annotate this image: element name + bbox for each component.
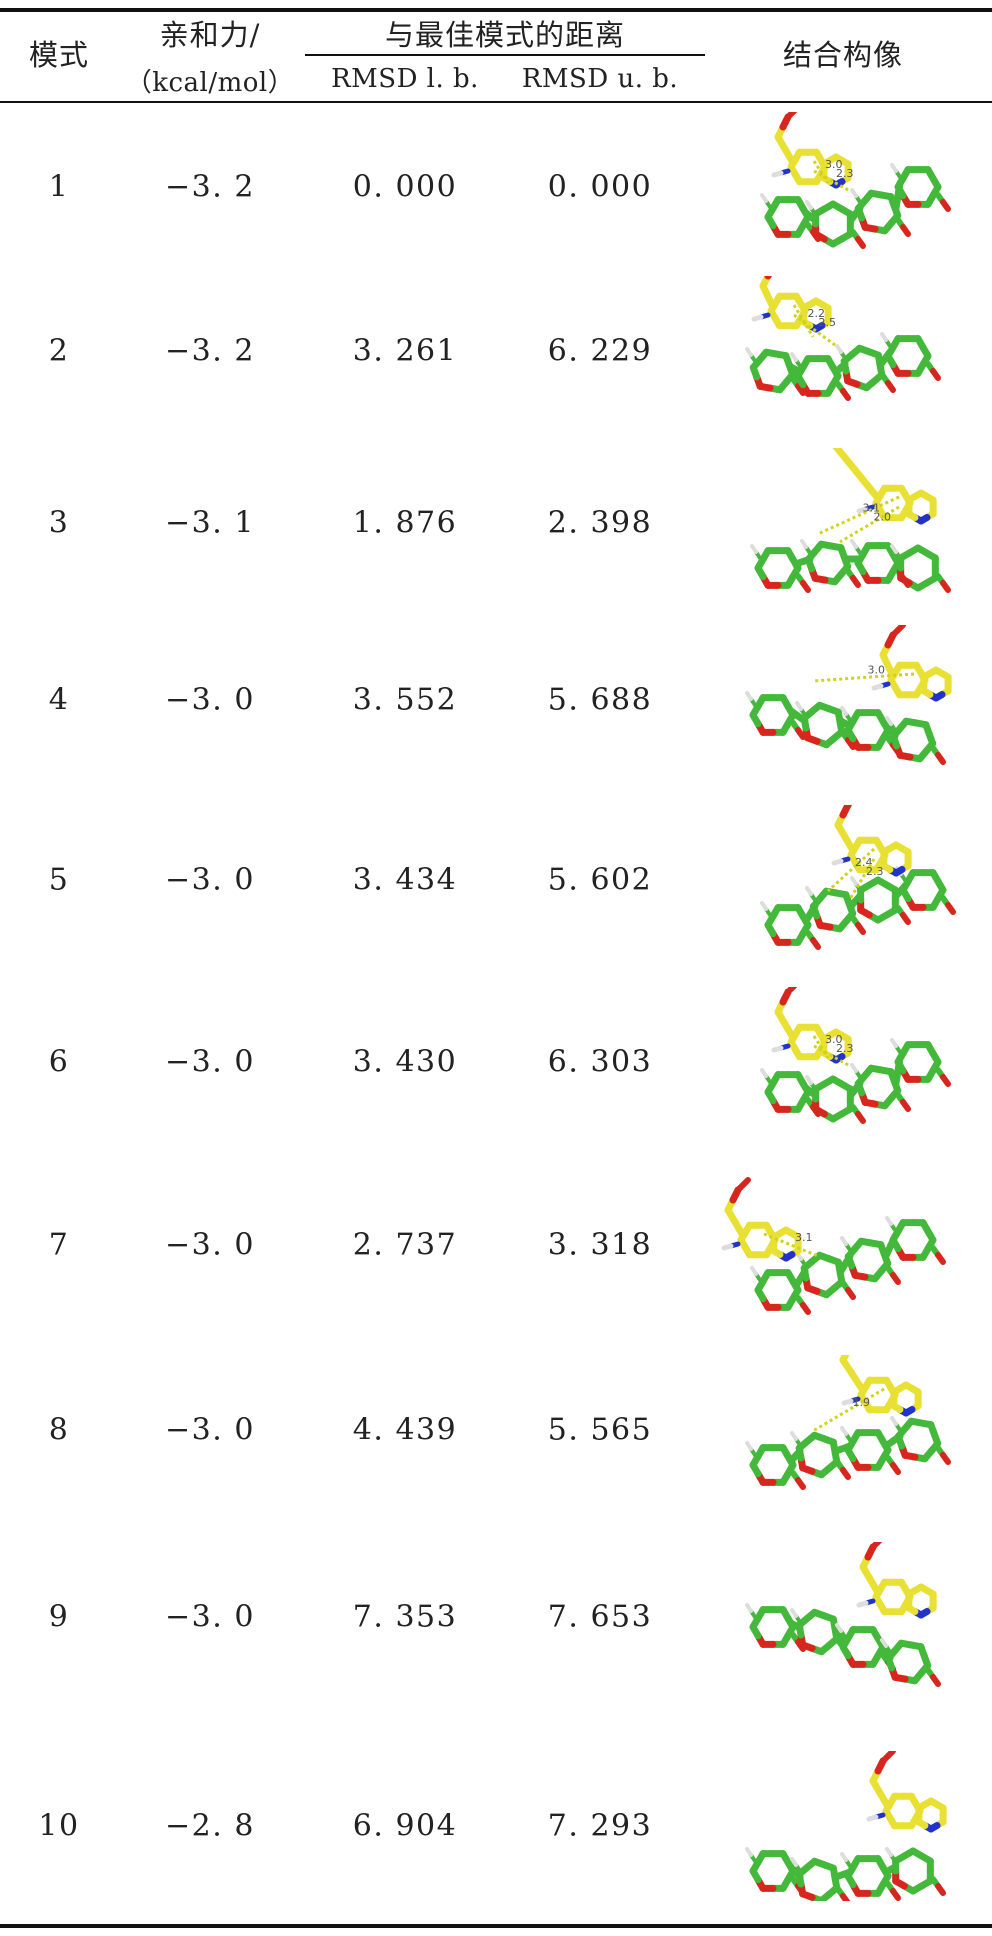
table-top-rule [0, 8, 992, 12]
cell-affinity: −2. 8 [165, 1808, 255, 1844]
header-rmsd-lb: RMSD l. b. [331, 64, 479, 94]
cell-affinity: −3. 0 [165, 1412, 255, 1448]
cell-rmsd-lb: 3. 261 [352, 333, 458, 369]
cell-rmsd-lb: 3. 430 [352, 1044, 458, 1080]
hbond-distance-label: 1.9 [853, 1396, 871, 1409]
cell-affinity: −3. 2 [165, 169, 255, 205]
hbond-distance-label: 2.3 [836, 167, 854, 180]
hbond-distance-label: 2.3 [836, 1042, 854, 1055]
binding-pose-image: 3.1 [718, 1170, 968, 1320]
cell-affinity: −3. 0 [165, 1044, 255, 1080]
cell-rmsd-lb: 1. 876 [352, 505, 458, 541]
cell-mode: 5 [48, 862, 70, 898]
cell-rmsd-ub: 3. 318 [547, 1227, 653, 1263]
table-row: 8 −3. 0 4. 439 5. 565 1.9 [0, 1350, 992, 1510]
binding-pose-image: 2.4 2.3 [718, 805, 968, 955]
molecule-render: 2.42.3 [760, 805, 956, 950]
hbond-distance-label: 3.1 [795, 1231, 813, 1244]
binding-pose-image: 3.0 [718, 625, 968, 775]
header-mode: 模式 [28, 38, 89, 72]
cell-affinity: −3. 0 [165, 1599, 255, 1635]
hbond-distance-label: 2.2 [808, 307, 826, 320]
binding-pose-image [718, 1542, 968, 1692]
molecule-render: 3.0 [745, 625, 952, 765]
binding-pose-image: 2.2 2.5 [718, 276, 968, 426]
table-row: 3 −3. 1 1. 876 2. 398 3.1 2.0 [0, 448, 992, 598]
cell-rmsd-ub: 5. 688 [547, 682, 653, 718]
cell-rmsd-ub: 2. 398 [547, 505, 653, 541]
hbond-distance-label: 2.0 [874, 511, 892, 524]
cell-mode: 2 [48, 333, 70, 369]
cell-rmsd-lb: 0. 000 [352, 169, 458, 205]
molecule-render: 1.9 [745, 1355, 951, 1490]
header-affinity-unit: （kcal/mol） [125, 68, 295, 98]
cell-affinity: −3. 0 [165, 1227, 255, 1263]
cell-rmsd-lb: 7. 353 [352, 1599, 458, 1635]
table-row: 2 −3. 2 3. 261 6. 229 2.2 2.5 [0, 276, 992, 426]
hbond-distance-label: 2.3 [866, 865, 884, 878]
table-row: 6 −3. 0 3. 430 6. 303 3.0 2.3 [0, 987, 992, 1137]
cell-affinity: −3. 1 [165, 505, 255, 541]
cell-mode: 8 [48, 1412, 70, 1448]
hbond-distance-label: 2.5 [819, 316, 837, 329]
cell-mode: 1 [48, 169, 70, 205]
cell-mode: 7 [48, 1227, 70, 1263]
table-header-rule [0, 101, 992, 103]
molecule-render: 2.22.5 [745, 276, 941, 401]
cell-affinity: −3. 2 [165, 333, 255, 369]
cell-rmsd-lb: 4. 439 [352, 1412, 458, 1448]
table-row: 9 −3. 0 7. 353 7. 653 [0, 1537, 992, 1697]
binding-pose-image: 1.9 [718, 1355, 968, 1505]
table-row: 5 −3. 0 3. 434 5. 602 2.4 2.3 [0, 805, 992, 955]
cell-rmsd-lb: 3. 552 [352, 682, 458, 718]
cell-rmsd-ub: 7. 653 [547, 1599, 653, 1635]
cell-rmsd-lb: 6. 904 [352, 1808, 458, 1844]
molecule-render [745, 1751, 947, 1901]
table-row: 4 −3. 0 3. 552 5. 688 3.0 [0, 620, 992, 780]
hbond-distance-label: 2.4 [855, 856, 873, 869]
table-row: 10 −2. 8 6. 904 7. 293 [0, 1726, 992, 1926]
cell-rmsd-ub: 0. 000 [547, 169, 653, 205]
hbond-distance-label: 3.0 [825, 158, 843, 171]
cell-mode: 4 [48, 682, 70, 718]
table-row: 1 −3. 2 0. 000 0. 000 3.0 2.3 [0, 112, 992, 262]
cell-affinity: −3. 0 [165, 862, 255, 898]
cell-rmsd-ub: 5. 565 [547, 1412, 653, 1448]
header-affinity: 亲和力/ [159, 18, 261, 52]
binding-pose-image: 3.0 2.3 [718, 112, 968, 262]
molecule-render: 3.12.0 [750, 448, 951, 593]
hbond-distance-label: 3.1 [863, 502, 881, 515]
cell-mode: 9 [48, 1599, 70, 1635]
molecule-render: 3.1 [721, 1177, 946, 1315]
molecule-render: 3.02.3 [760, 987, 951, 1124]
cell-rmsd-ub: 5. 602 [547, 862, 653, 898]
cell-mode: 3 [48, 505, 70, 541]
molecule-render: 3.02.3 [760, 112, 951, 249]
cell-rmsd-ub: 7. 293 [547, 1808, 653, 1844]
binding-pose-image: 3.0 2.3 [718, 987, 968, 1137]
cell-rmsd-lb: 3. 434 [352, 862, 458, 898]
table-bottom-rule [0, 1924, 992, 1928]
cell-rmsd-ub: 6. 229 [547, 333, 653, 369]
table-row: 7 −3. 0 2. 737 3. 318 3.1 [0, 1170, 992, 1320]
binding-pose-image [718, 1751, 968, 1901]
cell-affinity: −3. 0 [165, 682, 255, 718]
cell-mode: 6 [48, 1044, 70, 1080]
hbond-distance-label: 3.0 [868, 664, 886, 677]
hbond-distance-label: 3.0 [825, 1033, 843, 1046]
cell-mode: 10 [38, 1808, 80, 1844]
binding-pose-image: 3.1 2.0 [718, 448, 968, 598]
header-distance-group: 与最佳模式的距离 [384, 18, 625, 52]
cell-rmsd-lb: 2. 737 [352, 1227, 458, 1263]
molecule-render [745, 1542, 941, 1687]
header-image: 结合构像 [782, 38, 903, 72]
header-subrule [305, 54, 705, 56]
header-rmsd-ub: RMSD u. b. [521, 64, 679, 94]
cell-rmsd-ub: 6. 303 [547, 1044, 653, 1080]
